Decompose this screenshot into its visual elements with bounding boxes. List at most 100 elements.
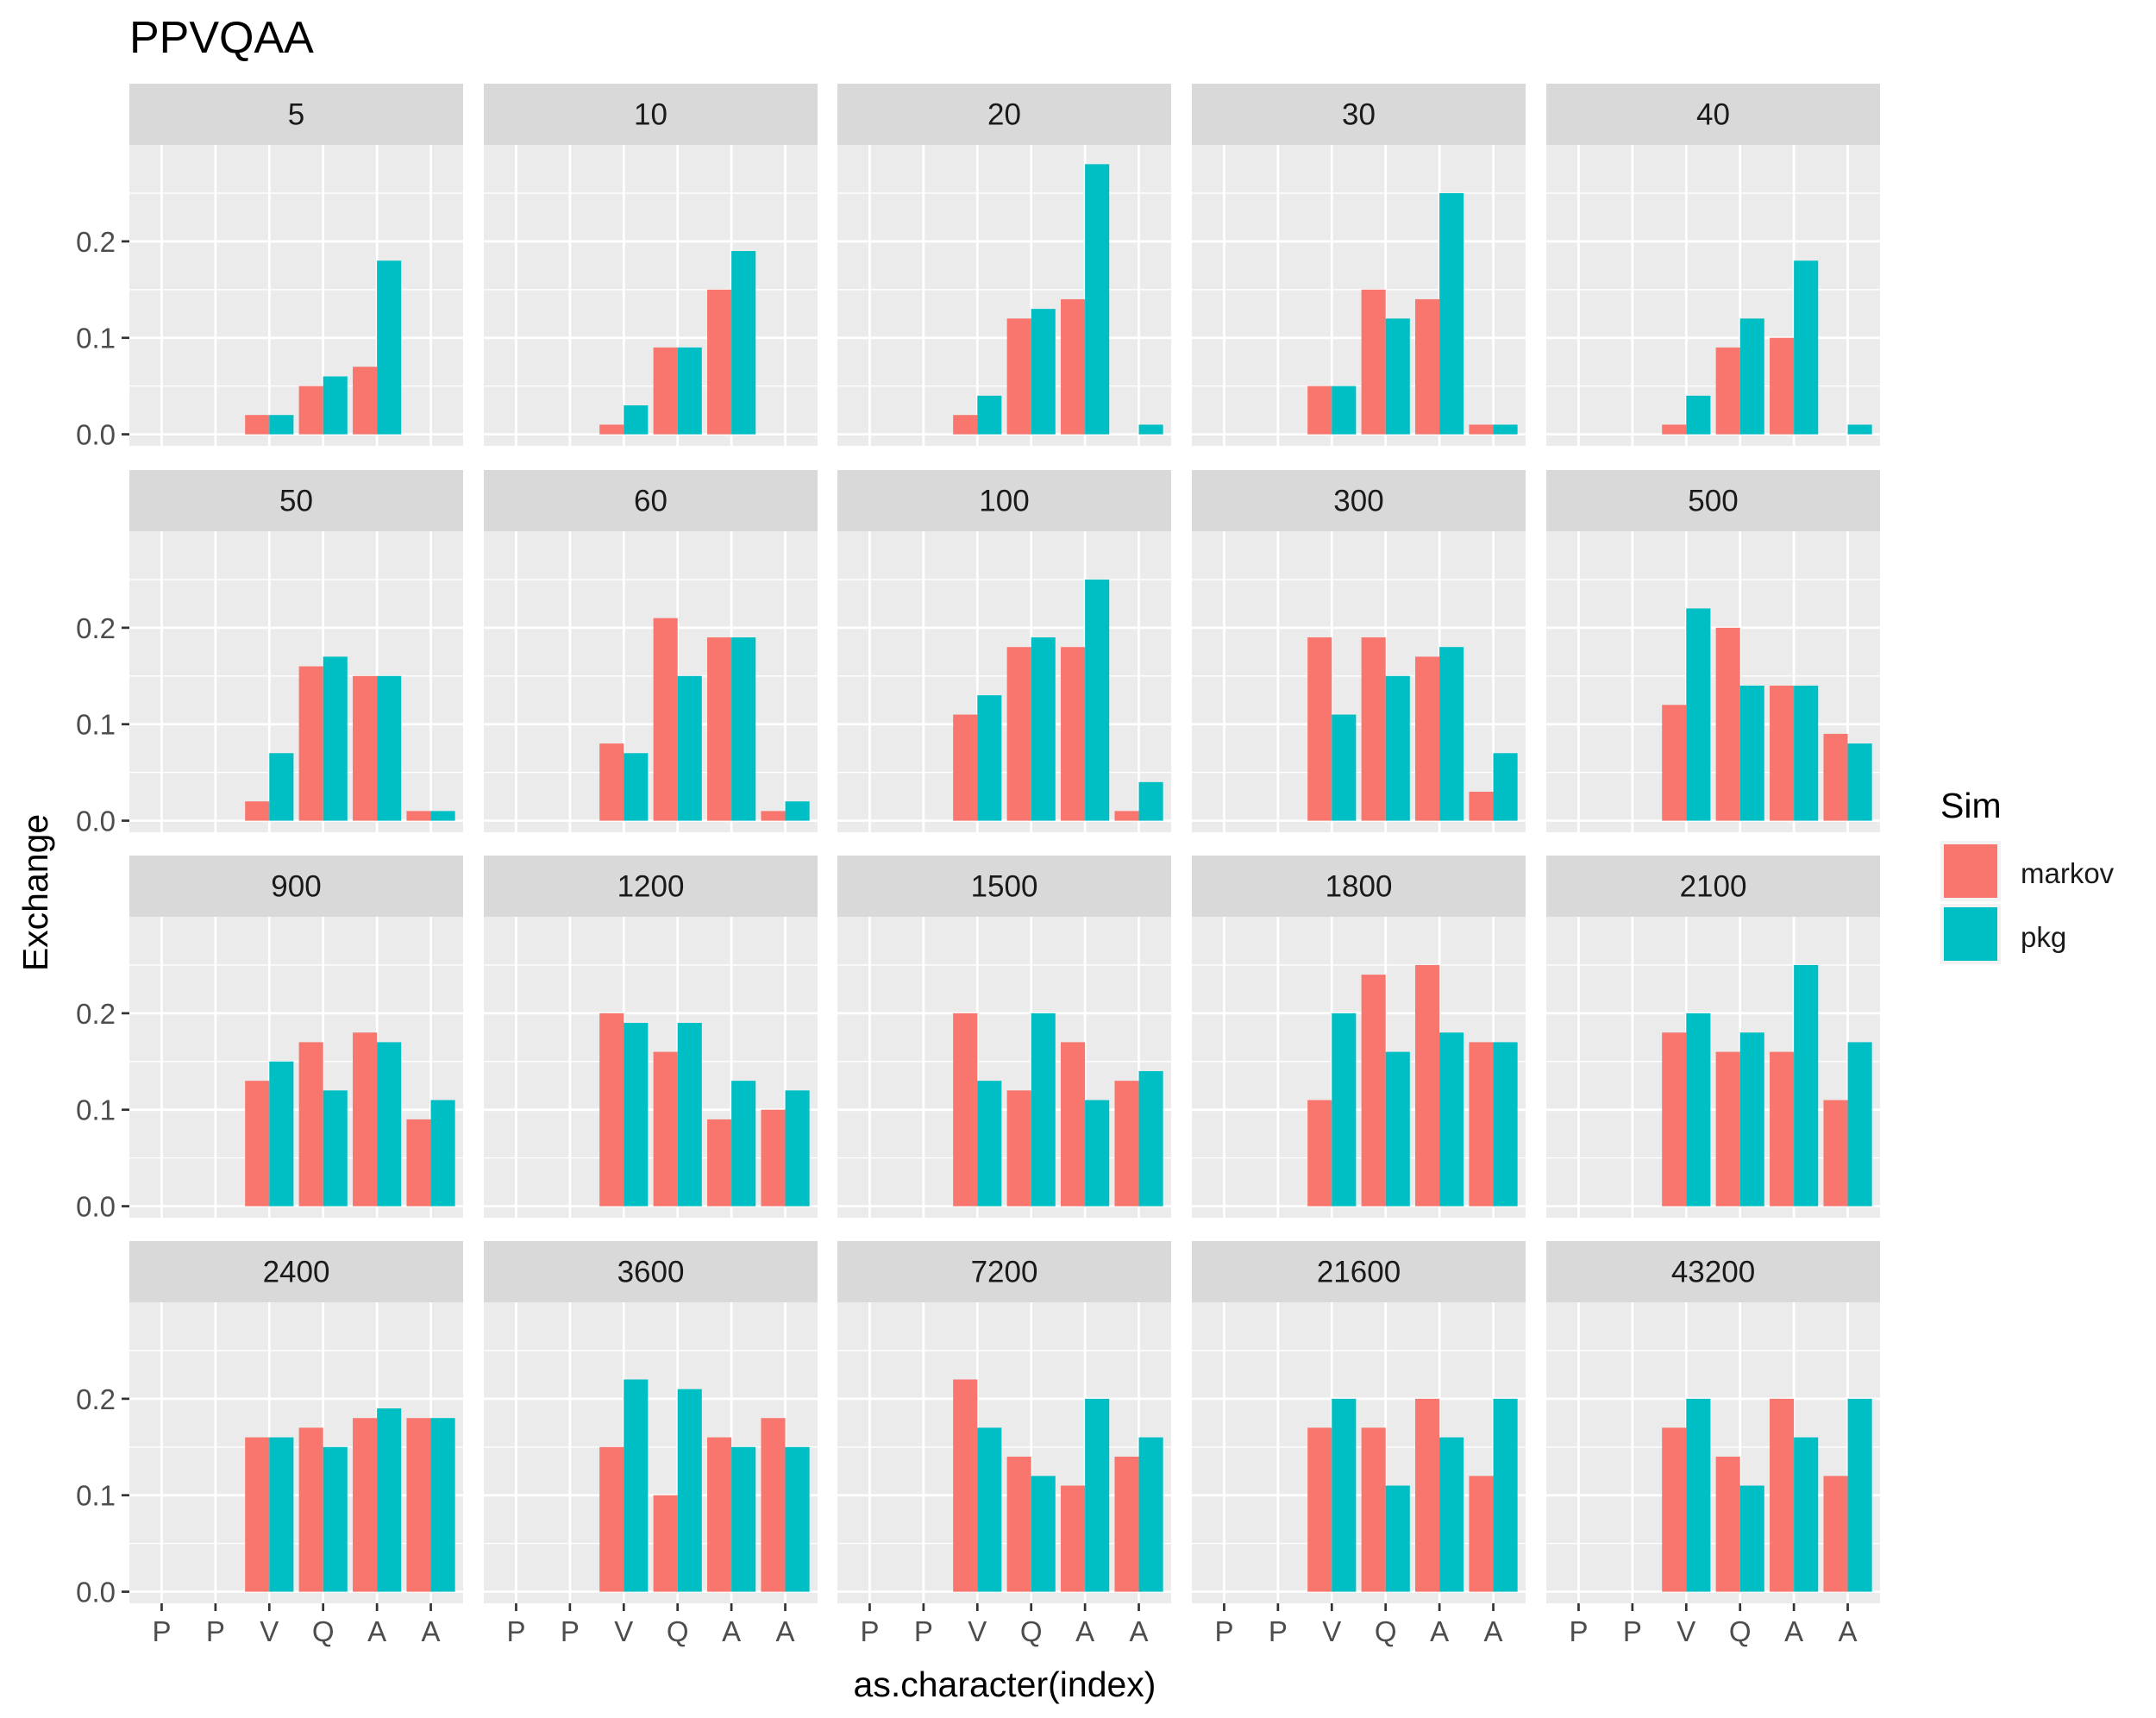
bar-pkg: [1739, 685, 1764, 821]
facet-strip: [1192, 470, 1526, 531]
legend-label-pkg: pkg: [2021, 921, 2066, 953]
bar-pkg: [1332, 1013, 1357, 1207]
x-tick-label: A: [1484, 1615, 1503, 1647]
bar-pkg: [1739, 1032, 1764, 1207]
facet-strip: [129, 856, 463, 917]
bar-pkg: [1332, 1398, 1357, 1592]
x-tick-label: V: [1322, 1615, 1341, 1647]
y-tick-label: 0.1: [76, 1480, 116, 1512]
bar-markov: [1361, 975, 1386, 1207]
x-axis-label: as.character(index): [854, 1665, 1156, 1704]
x-tick-label: A: [722, 1615, 741, 1647]
facet-panel: 1800: [1192, 856, 1526, 1218]
bar-markov: [1061, 1042, 1086, 1207]
bar-markov: [1469, 424, 1494, 435]
panel-background: [129, 531, 463, 832]
chart-title: PPVQAA: [129, 13, 314, 63]
bar-pkg: [1847, 1042, 1872, 1207]
bar-pkg: [731, 251, 756, 435]
bar-markov: [761, 811, 786, 821]
facet-strip: [837, 856, 1171, 917]
bar-pkg: [1739, 1485, 1764, 1592]
bar-pkg: [430, 1418, 455, 1592]
facet-strip-label: 100: [979, 485, 1029, 518]
panel-background: [1192, 531, 1526, 832]
x-tick-label: P: [914, 1615, 933, 1647]
bar-markov: [298, 1042, 323, 1207]
bar-pkg: [1847, 743, 1872, 821]
bar-pkg: [1138, 1070, 1163, 1207]
x-tick-label: P: [1623, 1615, 1642, 1647]
bar-markov: [1469, 1476, 1494, 1592]
bar-markov: [298, 386, 323, 435]
panel-background: [1546, 145, 1880, 446]
bar-pkg: [1686, 1013, 1711, 1207]
bar-pkg: [1138, 424, 1163, 435]
x-tick-label: A: [1839, 1615, 1858, 1647]
bar-markov: [707, 637, 732, 821]
bar-pkg: [624, 1379, 649, 1592]
bar-markov: [1662, 1032, 1687, 1207]
x-tick-label: P: [1569, 1615, 1588, 1647]
bar-pkg: [624, 753, 649, 821]
bar-pkg: [269, 1061, 294, 1207]
bar-markov: [1469, 1042, 1494, 1207]
x-tick-label: A: [776, 1615, 795, 1647]
bar-pkg: [323, 1446, 348, 1592]
bar-pkg: [731, 1446, 756, 1592]
bar-pkg: [430, 811, 455, 821]
x-tick-label: Q: [1020, 1615, 1043, 1647]
panel-background: [1192, 145, 1526, 446]
facet-strip: [837, 470, 1171, 531]
facet-strip-label: 20: [987, 98, 1021, 132]
facet-panel: 5 0.0 0.1 0.2: [76, 84, 463, 451]
bar-pkg: [1332, 714, 1357, 821]
bar-pkg: [731, 637, 756, 821]
x-tick-label: P: [1269, 1615, 1288, 1647]
bar-pkg: [1031, 1476, 1056, 1592]
bar-markov: [406, 1119, 431, 1207]
bar-pkg: [1739, 318, 1764, 435]
bar-pkg: [785, 801, 810, 821]
bar-markov: [761, 1418, 786, 1592]
x-tick-label: A: [1075, 1615, 1094, 1647]
legend-title: Sim: [1940, 786, 2002, 825]
facet-strip-label: 50: [279, 485, 313, 518]
bar-pkg: [323, 1090, 348, 1207]
bar-pkg: [785, 1090, 810, 1207]
y-tick-label: 0.2: [76, 998, 116, 1030]
bar-markov: [1823, 1100, 1848, 1207]
bar-markov: [953, 1013, 978, 1207]
bar-markov: [298, 666, 323, 821]
panel-background: [129, 145, 463, 446]
bar-pkg: [1493, 1398, 1518, 1592]
bar-markov: [1770, 685, 1795, 821]
bar-markov: [707, 289, 732, 435]
y-tick-label: 0.1: [76, 1094, 116, 1126]
bar-markov: [1006, 1090, 1031, 1207]
bar-pkg: [323, 376, 348, 435]
bar-pkg: [731, 1081, 756, 1207]
bar-markov: [599, 424, 624, 435]
facet-strip: [837, 1241, 1171, 1302]
panel-background: [837, 531, 1171, 832]
bar-pkg: [1385, 1485, 1410, 1592]
bar-pkg: [430, 1100, 455, 1207]
x-tick-label: V: [968, 1615, 987, 1647]
facet-strip-label: 7200: [971, 1256, 1038, 1289]
bar-markov: [953, 415, 978, 435]
legend-key-pkg: [1944, 907, 1997, 961]
y-tick-label: 0.2: [76, 612, 116, 644]
facet-strip-label: 43200: [1671, 1256, 1755, 1289]
bar-markov: [245, 1081, 270, 1207]
bar-markov: [1715, 1051, 1740, 1207]
facet-strip: [1546, 1241, 1880, 1302]
facet-strip: [837, 84, 1171, 145]
bar-pkg: [677, 675, 702, 821]
x-tick-label: A: [422, 1615, 441, 1647]
bar-pkg: [624, 1023, 649, 1207]
facet-strip: [1546, 856, 1880, 917]
x-tick-label: P: [1214, 1615, 1233, 1647]
facet-panel: 20: [837, 84, 1171, 446]
facet-strip: [129, 470, 463, 531]
